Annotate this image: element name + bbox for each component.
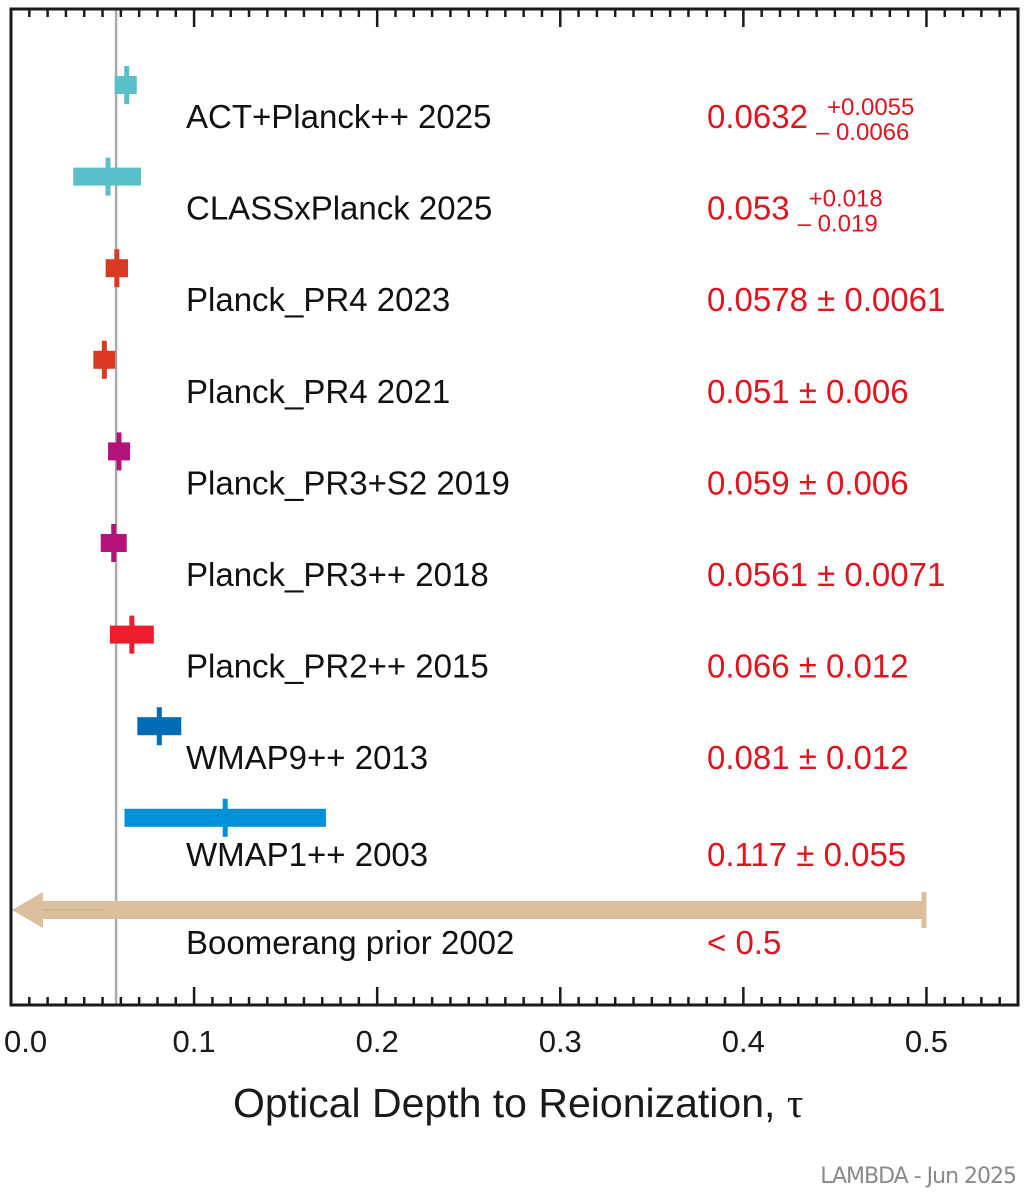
central-value-tick <box>111 524 117 562</box>
data-row: Planck_PR4 2021 0.051 ± 0.006 <box>93 340 909 410</box>
row-label: WMAP1++ 2003 <box>186 836 428 873</box>
x-axis-title-text: Optical Depth to Reionization, <box>233 1080 787 1126</box>
central-value-tick <box>116 432 122 471</box>
row-label: Planck_PR3++ 2018 <box>186 556 489 593</box>
row-label: CLASSxPlanck 2025 <box>186 190 492 227</box>
central-value-tick <box>156 707 162 746</box>
tau-symbol: τ <box>787 1080 803 1126</box>
value-label: 0.0632 <box>707 98 808 135</box>
data-row: CLASSxPlanck 2025 0.053 +0.018– 0.019 <box>73 157 883 238</box>
x-tick-labels: 0.0 0.1 0.2 0.3 0.4 0.5 <box>4 1024 948 1059</box>
central-value-tick <box>105 157 111 196</box>
row-label: Boomerang prior 2002 <box>186 924 514 961</box>
value-label: 0.053 <box>707 190 790 227</box>
central-value-tick <box>124 66 130 104</box>
value-label: 0.051 ± 0.006 <box>707 373 909 410</box>
value-label: 0.059 ± 0.006 <box>707 464 909 501</box>
data-row: Planck_PR4 2023 0.0578 ± 0.0061 <box>105 249 945 318</box>
value-label: 0.081 ± 0.012 <box>707 739 909 776</box>
value-label: 0.117 ± 0.055 <box>707 836 906 873</box>
data-row: Planck_PR3++ 2018 0.0561 ± 0.0071 <box>100 524 945 593</box>
x-tick-label: 0.5 <box>905 1024 948 1059</box>
row-label: Planck_PR4 2023 <box>186 281 450 318</box>
row-label: Planck_PR3+S2 2019 <box>186 464 510 501</box>
value-label: 0.0578 ± 0.0061 <box>707 281 945 318</box>
err-minus-label: – 0.0066 <box>816 119 909 146</box>
limit-cap <box>921 892 927 928</box>
x-axis-title: Optical Depth to Reionization, τ <box>233 1080 803 1126</box>
data-row: WMAP1++ 2003 0.117 ± 0.055 <box>124 798 906 873</box>
upper-limit-bar <box>42 901 927 919</box>
data-rows: ACT+Planck++ 2025 0.0632 +0.0055– 0.0066 CL… <box>73 66 945 873</box>
upper-limit-row: Boomerang prior 2002 < 0.5 <box>12 892 927 961</box>
x-tick-label: 0.3 <box>539 1024 582 1059</box>
central-value-tick <box>114 249 120 288</box>
x-tick-label: 0.1 <box>173 1024 216 1059</box>
err-plus-label: +0.018 <box>809 186 883 213</box>
data-row: Planck_PR3+S2 2019 0.059 ± 0.006 <box>108 432 909 501</box>
plot-frame <box>9 7 1020 1007</box>
credit-text: LAMBDA - Jun 2025 <box>820 1164 1016 1189</box>
value-label: < 0.5 <box>707 924 781 961</box>
row-label: Planck_PR4 2021 <box>186 373 450 410</box>
x-tick-label: 0.0 <box>4 1024 47 1059</box>
value-label: 0.0561 ± 0.0071 <box>707 556 945 593</box>
central-value-tick <box>129 615 135 654</box>
central-value-tick <box>101 340 107 379</box>
row-label: WMAP9++ 2013 <box>186 739 428 776</box>
x-tick-label: 0.2 <box>356 1024 399 1059</box>
row-label: ACT+Planck++ 2025 <box>186 98 491 135</box>
row-label: Planck_PR2++ 2015 <box>186 648 489 685</box>
data-row: ACT+Planck++ 2025 0.0632 +0.0055– 0.0066 <box>114 66 914 146</box>
left-arrow-icon <box>12 892 43 928</box>
err-minus-label: – 0.019 <box>798 211 878 238</box>
x-tick-label: 0.4 <box>722 1024 765 1059</box>
value-label: 0.066 ± 0.012 <box>707 648 909 685</box>
central-value-tick <box>222 798 228 837</box>
data-row: WMAP9++ 2013 0.081 ± 0.012 <box>137 707 909 776</box>
data-row: Planck_PR2++ 2015 0.066 ± 0.012 <box>109 615 909 685</box>
err-plus-label: +0.0055 <box>827 94 914 121</box>
